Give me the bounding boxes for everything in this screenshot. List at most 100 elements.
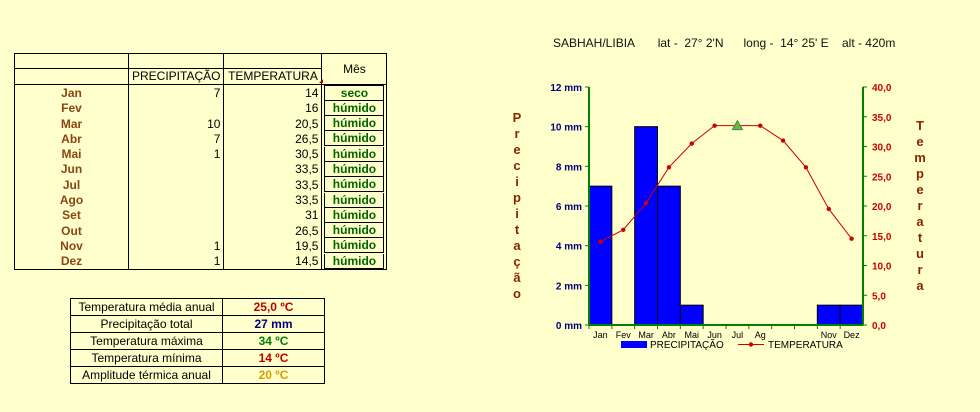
month-cell[interactable]: Nov bbox=[14, 238, 129, 254]
status-cell[interactable]: seco bbox=[321, 84, 388, 101]
summary-label[interactable]: Temperatura mínima bbox=[70, 349, 223, 367]
temperature-point bbox=[598, 239, 603, 244]
status-cell[interactable]: húmido bbox=[321, 146, 388, 162]
temperature-cell[interactable]: 33,5 bbox=[223, 177, 322, 193]
status-cell[interactable]: húmido bbox=[321, 222, 388, 239]
table-row: Jun 33,5 húmido bbox=[14, 161, 388, 178]
precipitation-cell[interactable]: 7 bbox=[127, 131, 224, 147]
table-row: Set 31 húmido bbox=[14, 207, 388, 223]
right-tick-label: 20,0 bbox=[872, 202, 892, 213]
precipitation-cell[interactable]: 1 bbox=[127, 146, 224, 162]
month-cell[interactable]: Out bbox=[14, 222, 129, 239]
month-cell[interactable]: Dez bbox=[14, 253, 129, 270]
temperature-cell[interactable]: 33,5 bbox=[223, 161, 322, 178]
right-tick-label: 5,0 bbox=[872, 291, 886, 302]
summary-row: Temperatura mínima 14 ºC bbox=[70, 349, 325, 367]
left-tick-label: 2 mm bbox=[556, 281, 582, 292]
precipitation-cell[interactable] bbox=[127, 100, 224, 116]
precipitation-cell[interactable]: 10 bbox=[127, 115, 224, 132]
status-cell[interactable]: húmido bbox=[321, 131, 388, 147]
temperature-cell[interactable]: 14 bbox=[223, 84, 322, 101]
temperature-point bbox=[803, 165, 809, 170]
status-badge: húmido bbox=[324, 177, 385, 193]
month-cell[interactable]: Set bbox=[14, 207, 129, 223]
empty-cell[interactable] bbox=[14, 52, 129, 69]
header-temperature[interactable]: TEMPERATURA bbox=[223, 68, 324, 85]
empty-cell[interactable] bbox=[223, 52, 322, 69]
month-cell[interactable]: Ago bbox=[14, 192, 129, 208]
status-cell[interactable]: húmido bbox=[321, 177, 388, 193]
month-cell[interactable]: Mai bbox=[14, 146, 129, 162]
summary-value[interactable]: 14 ºC bbox=[222, 349, 325, 367]
legend-marker-temperature bbox=[748, 342, 754, 347]
month-cell[interactable]: Abr bbox=[14, 131, 129, 147]
x-tick-label: Ag bbox=[755, 330, 766, 340]
header-status[interactable]: Mês bbox=[321, 53, 388, 85]
temperature-point bbox=[666, 165, 672, 170]
status-cell[interactable]: húmido bbox=[321, 161, 388, 178]
precipitation-cell[interactable] bbox=[127, 177, 224, 193]
x-tick-label: Jan bbox=[593, 330, 608, 340]
temperature-cell[interactable]: 20,5 bbox=[223, 115, 322, 132]
left-tick-label: 4 mm bbox=[556, 242, 582, 253]
status-cell[interactable]: húmido bbox=[321, 207, 388, 223]
status-badge: húmido bbox=[324, 146, 385, 162]
summary-label[interactable]: Precipitação total bbox=[70, 315, 223, 333]
precipitation-cell[interactable]: 1 bbox=[127, 253, 224, 270]
summary-value[interactable]: 34 ºC bbox=[222, 332, 325, 350]
precipitation-cell[interactable] bbox=[127, 192, 224, 208]
month-cell[interactable]: Fev bbox=[14, 100, 129, 116]
temperature-cell[interactable]: 33,5 bbox=[223, 192, 322, 208]
precipitation-cell[interactable]: 1 bbox=[127, 238, 224, 254]
temperature-cell[interactable]: 19,5 bbox=[223, 238, 322, 254]
table-row: Dez 1 14,5 húmido bbox=[14, 253, 388, 270]
x-tick-label: Mai bbox=[684, 330, 699, 340]
summary-row: Amplitude térmica anual 20 ºC bbox=[70, 366, 325, 384]
right-tick-label: 15,0 bbox=[872, 232, 892, 243]
summary-row: Temperatura média anual 25,0 ºC bbox=[70, 298, 325, 316]
month-cell[interactable]: Jul bbox=[14, 177, 129, 193]
right-tick-label: 25,0 bbox=[872, 172, 892, 183]
table-row: Jan 7 14 seco bbox=[14, 84, 388, 101]
summary-value[interactable]: 20 ºC bbox=[222, 366, 325, 384]
temperature-cell[interactable]: 26,5 bbox=[223, 222, 322, 239]
month-cell[interactable]: Mar bbox=[14, 115, 129, 132]
temperature-cell[interactable]: 16 bbox=[223, 100, 322, 116]
right-tick-label: 30,0 bbox=[872, 143, 892, 154]
status-badge: húmido bbox=[324, 238, 385, 254]
x-tick-label: Jul bbox=[732, 330, 744, 340]
precipitation-cell[interactable] bbox=[127, 207, 224, 223]
summary-label[interactable]: Amplitude térmica anual bbox=[70, 366, 223, 384]
x-tick-label: Nov bbox=[821, 330, 838, 340]
summary-value[interactable]: 25,0 ºC bbox=[222, 298, 325, 316]
status-cell[interactable]: húmido bbox=[321, 100, 388, 116]
temperature-line bbox=[600, 125, 852, 243]
status-badge: húmido bbox=[324, 116, 385, 132]
temperature-cell[interactable]: 31 bbox=[223, 207, 322, 223]
temperature-cell[interactable]: 30,5 bbox=[223, 146, 322, 162]
temperature-cell[interactable]: 26,5 bbox=[223, 131, 322, 147]
x-tick-label: Jun bbox=[707, 330, 722, 340]
status-cell[interactable]: húmido bbox=[321, 253, 388, 270]
summary-value[interactable]: 27 mm bbox=[222, 315, 325, 333]
header-precipitation[interactable]: PRECIPITAÇÃO bbox=[127, 68, 224, 85]
status-badge: húmido bbox=[324, 253, 385, 269]
month-cell[interactable]: Jan bbox=[14, 84, 129, 101]
status-cell[interactable]: húmido bbox=[321, 115, 388, 132]
summary-label[interactable]: Temperatura máxima bbox=[70, 332, 223, 350]
precipitation-bar bbox=[839, 304, 864, 326]
empty-cell[interactable] bbox=[14, 68, 129, 85]
summary-label[interactable]: Temperatura média anual bbox=[70, 298, 223, 316]
month-cell[interactable]: Jun bbox=[14, 161, 129, 178]
precipitation-cell[interactable] bbox=[127, 222, 224, 239]
precipitation-cell[interactable]: 7 bbox=[127, 84, 224, 101]
precipitation-cell[interactable] bbox=[127, 161, 224, 178]
temperature-cell[interactable]: 14,5 bbox=[223, 253, 322, 270]
status-cell[interactable]: húmido bbox=[321, 238, 388, 254]
status-cell[interactable]: húmido bbox=[321, 192, 388, 208]
status-badge: húmido bbox=[324, 100, 385, 116]
left-tick-label: 6 mm bbox=[556, 202, 582, 213]
temperature-point bbox=[780, 138, 786, 143]
empty-cell[interactable] bbox=[127, 52, 224, 69]
